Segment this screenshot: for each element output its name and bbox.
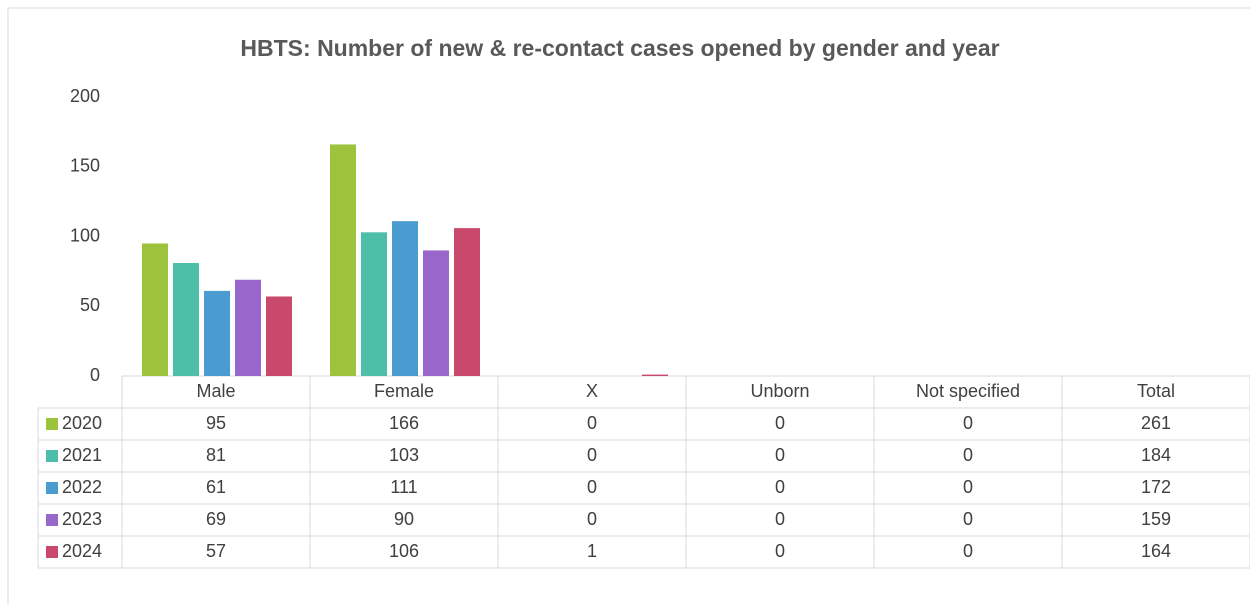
- legend-label: 2021: [62, 445, 102, 465]
- x-tick-label: Total: [1137, 381, 1175, 401]
- table-cell: 0: [963, 413, 973, 433]
- table-cell: 164: [1141, 541, 1171, 561]
- table-cell: 172: [1141, 477, 1171, 497]
- table-cell: 159: [1141, 509, 1171, 529]
- table-cell: 103: [389, 445, 419, 465]
- legend-label: 2022: [62, 477, 102, 497]
- bar: [392, 221, 418, 376]
- table-cell: 0: [963, 445, 973, 465]
- legend-swatch: [46, 514, 58, 526]
- legend-swatch: [46, 482, 58, 494]
- y-tick-label: 200: [70, 86, 100, 106]
- table-cell: 0: [587, 477, 597, 497]
- bar: [173, 263, 199, 376]
- legend-swatch: [46, 546, 58, 558]
- bar: [454, 228, 480, 376]
- bar: [361, 232, 387, 376]
- table-cell: 261: [1141, 413, 1171, 433]
- table-cell: 0: [963, 477, 973, 497]
- table-cell: 61: [206, 477, 226, 497]
- table-cell: 1: [587, 541, 597, 561]
- x-tick-label: Not specified: [916, 381, 1020, 401]
- table-cell: 0: [587, 445, 597, 465]
- legend-swatch: [46, 418, 58, 430]
- table-cell: 106: [389, 541, 419, 561]
- bar: [642, 374, 668, 376]
- x-tick-label: Male: [196, 381, 235, 401]
- x-tick-label: Female: [374, 381, 434, 401]
- bar: [142, 243, 168, 376]
- table-cell: 95: [206, 413, 226, 433]
- chart-title: HBTS: Number of new & re-contact cases o…: [240, 35, 999, 61]
- bar: [235, 279, 261, 376]
- x-tick-label: X: [586, 381, 598, 401]
- table-cell: 0: [587, 509, 597, 529]
- bar: [330, 144, 356, 376]
- bar: [266, 296, 292, 376]
- legend-label: 2024: [62, 541, 102, 561]
- bar: [204, 290, 230, 376]
- table-cell: 166: [389, 413, 419, 433]
- table-cell: 0: [963, 541, 973, 561]
- table-cell: 90: [394, 509, 414, 529]
- table-cell: 81: [206, 445, 226, 465]
- table-cell: 0: [775, 477, 785, 497]
- table-cell: 0: [775, 413, 785, 433]
- table-cell: 0: [775, 541, 785, 561]
- bar: [423, 250, 449, 376]
- table-cell: 0: [587, 413, 597, 433]
- table-cell: 0: [775, 445, 785, 465]
- table-cell: 69: [206, 509, 226, 529]
- table-cell: 184: [1141, 445, 1171, 465]
- table-cell: 57: [206, 541, 226, 561]
- y-tick-label: 100: [70, 225, 100, 245]
- table-cell: 111: [390, 477, 417, 497]
- legend-label: 2023: [62, 509, 102, 529]
- y-tick-label: 0: [90, 365, 100, 385]
- table-cell: 0: [963, 509, 973, 529]
- x-tick-label: Unborn: [750, 381, 809, 401]
- y-tick-label: 50: [80, 295, 100, 315]
- legend-swatch: [46, 450, 58, 462]
- legend-label: 2020: [62, 413, 102, 433]
- table-cell: 0: [775, 509, 785, 529]
- chart-border: [7, 7, 1250, 605]
- y-tick-label: 150: [70, 156, 100, 176]
